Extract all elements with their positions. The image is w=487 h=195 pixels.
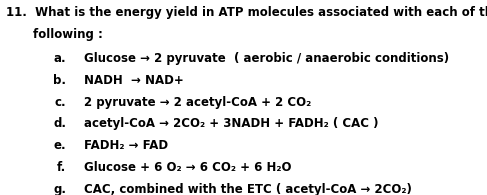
Text: b.: b. bbox=[53, 74, 66, 87]
Text: following :: following : bbox=[33, 28, 103, 41]
Text: a.: a. bbox=[54, 52, 66, 65]
Text: FADH₂ → FAD: FADH₂ → FAD bbox=[84, 139, 169, 152]
Text: 2 pyruvate → 2 acetyl-CoA + 2 CO₂: 2 pyruvate → 2 acetyl-CoA + 2 CO₂ bbox=[84, 96, 312, 109]
Text: NADH  → NAD+: NADH → NAD+ bbox=[84, 74, 184, 87]
Text: f.: f. bbox=[57, 161, 66, 174]
Text: g.: g. bbox=[53, 183, 66, 195]
Text: acetyl-CoA → 2CO₂ + 3NADH + FADH₂ ( CAC ): acetyl-CoA → 2CO₂ + 3NADH + FADH₂ ( CAC … bbox=[84, 117, 379, 130]
Text: c.: c. bbox=[55, 96, 66, 109]
Text: Glucose + 6 O₂ → 6 CO₂ + 6 H₂O: Glucose + 6 O₂ → 6 CO₂ + 6 H₂O bbox=[84, 161, 292, 174]
Text: 11.  What is the energy yield in ATP molecules associated with each of the: 11. What is the energy yield in ATP mole… bbox=[6, 6, 487, 19]
Text: CAC, combined with the ETC ( acetyl-CoA → 2CO₂): CAC, combined with the ETC ( acetyl-CoA … bbox=[84, 183, 412, 195]
Text: d.: d. bbox=[53, 117, 66, 130]
Text: Glucose → 2 pyruvate  ( aerobic / anaerobic conditions): Glucose → 2 pyruvate ( aerobic / anaerob… bbox=[84, 52, 450, 65]
Text: e.: e. bbox=[54, 139, 66, 152]
